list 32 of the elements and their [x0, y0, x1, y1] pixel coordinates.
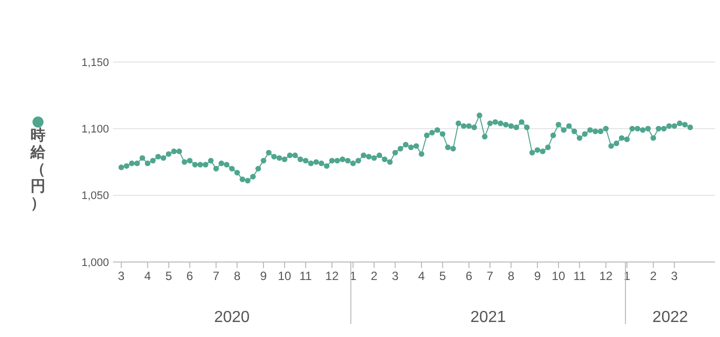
x-tick-label: 11: [573, 269, 586, 283]
x-tick-label: 2: [370, 269, 378, 283]
text: 2021: [470, 309, 506, 326]
x-tick-label: 12: [599, 269, 613, 283]
x-tick-label: 11: [299, 269, 312, 283]
x-tick-label: 10: [552, 269, 566, 283]
y-tick-label: 1,150: [81, 56, 109, 69]
x-tick-label: 6: [466, 269, 473, 283]
x-tick-label: 3: [118, 269, 125, 283]
x-tick-label: 1: [350, 269, 357, 283]
x-tick-label: 7: [486, 269, 494, 283]
x-tick-label: 5: [439, 269, 446, 283]
x-tick-label: 3: [392, 269, 399, 283]
x-tick-label: 12: [325, 269, 339, 283]
x-tick-label: 5: [165, 269, 172, 283]
text: 2022: [652, 309, 688, 326]
y-axis-title: 時給（円）: [30, 127, 46, 212]
text: 2020: [214, 309, 250, 326]
x-tick-label: 9: [260, 269, 268, 283]
x-tick-label: 8: [508, 269, 515, 283]
x-tick-label: 9: [534, 269, 542, 283]
x-tick-label: 2: [650, 269, 657, 283]
x-tick-label: 4: [418, 269, 426, 283]
x-tick-label: 8: [234, 269, 241, 283]
x-tick-label: 7: [212, 269, 220, 283]
x-tick-label: 6: [186, 269, 194, 283]
y-tick-label: 1,100: [81, 124, 109, 136]
x-tick-label: 10: [278, 269, 292, 283]
y-tick-label: 1,000: [81, 256, 109, 269]
x-tick-label: 3: [671, 269, 678, 283]
y-tick-label: 1,050: [81, 190, 109, 202]
x-tick-label: 4: [144, 269, 152, 283]
